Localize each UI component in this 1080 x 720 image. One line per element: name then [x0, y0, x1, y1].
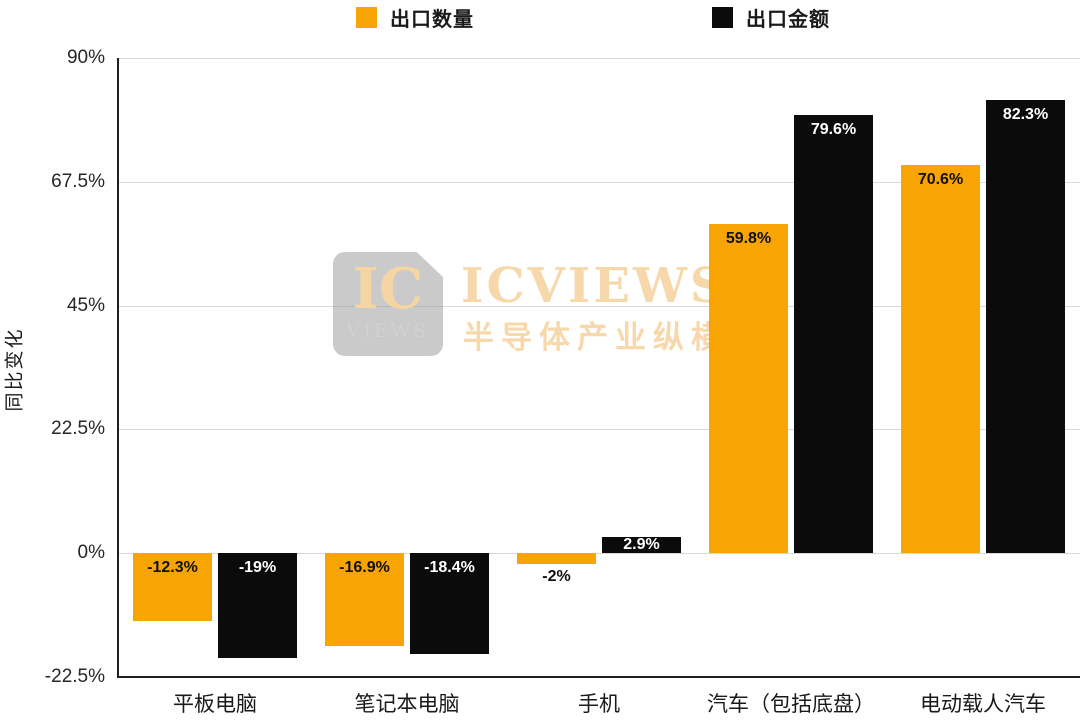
bar-value-label: 70.6%: [917, 170, 964, 188]
bar-value-label: -2%: [542, 568, 571, 585]
bar-出口数量-平板电脑: -12.3%: [133, 553, 212, 621]
y-tick-label: 90%: [66, 47, 105, 68]
legend-swatch-black-icon: [712, 6, 733, 28]
legend-label-export-value: 出口金额: [746, 8, 830, 31]
legend-swatch-orange-icon: [356, 6, 377, 28]
x-category-label-汽车（包括底盘）: 汽车（包括底盘）: [707, 693, 875, 716]
bar-出口数量-电动载人汽车: 70.6%: [901, 164, 980, 553]
x-category-label-手机: 手机: [578, 693, 620, 716]
bar-出口金额-汽车（包括底盘）: 79.6%: [794, 115, 873, 553]
bar-value-label: 82.3%: [1002, 106, 1049, 124]
bar-出口数量-笔记本电脑: -16.9%: [325, 553, 404, 646]
bar-value-label: -18.4%: [424, 559, 475, 576]
bar-出口金额-平板电脑: -19%: [218, 553, 297, 658]
gridline-90%: [118, 58, 1080, 59]
watermark-subtitle: 半导体产业纵横: [463, 320, 729, 355]
bar-value-label: 2.9%: [623, 537, 660, 553]
x-axis-line: [117, 676, 1080, 678]
y-tick-label: 67.5%: [51, 170, 105, 192]
bar-出口数量-手机: [517, 553, 596, 564]
watermark-badge-text-top: IC: [352, 256, 424, 322]
gridline-45%: [118, 305, 1080, 307]
gridline-67.5%: [118, 181, 1080, 183]
bar-value-label: 79.6%: [810, 121, 857, 139]
y-axis-title: 同比变化: [4, 327, 26, 412]
watermark-logo-badge: IC VIEWS: [333, 252, 443, 356]
bar-出口数量-汽车（包括底盘）: 59.8%: [709, 224, 788, 553]
x-category-label-电动载人汽车: 电动载人汽车: [920, 693, 1046, 716]
bar-出口金额-手机: 2.9%: [602, 537, 681, 553]
y-axis-line: [117, 58, 119, 677]
legend-label-export-quantity: 出口数量: [390, 8, 474, 31]
y-tick-label: -22.5%: [44, 665, 105, 687]
watermark-badge-text-bottom: VIEWS: [346, 320, 430, 342]
y-tick-label: 22.5%: [51, 418, 105, 440]
legend-item-export-value: 出口金额: [712, 5, 830, 31]
x-category-label-笔记本电脑: 笔记本电脑: [354, 693, 460, 716]
bar-value-label: -16.9%: [339, 559, 390, 576]
bar-value-label: -12.3%: [147, 559, 198, 576]
bar-出口金额-电动载人汽车: 82.3%: [986, 100, 1065, 553]
y-tick-label: 45%: [66, 294, 105, 316]
gridline-22.5%: [118, 429, 1080, 431]
legend-item-export-quantity: 出口数量: [356, 5, 474, 31]
bar-value-label: 59.8%: [725, 230, 772, 248]
x-category-label-平板电脑: 平板电脑: [173, 693, 257, 716]
y-tick-label: 0%: [77, 542, 105, 563]
bar-出口金额-笔记本电脑: -18.4%: [410, 553, 489, 655]
gridline-0%: [118, 553, 1080, 554]
bar-value-label: -19%: [238, 559, 277, 576]
